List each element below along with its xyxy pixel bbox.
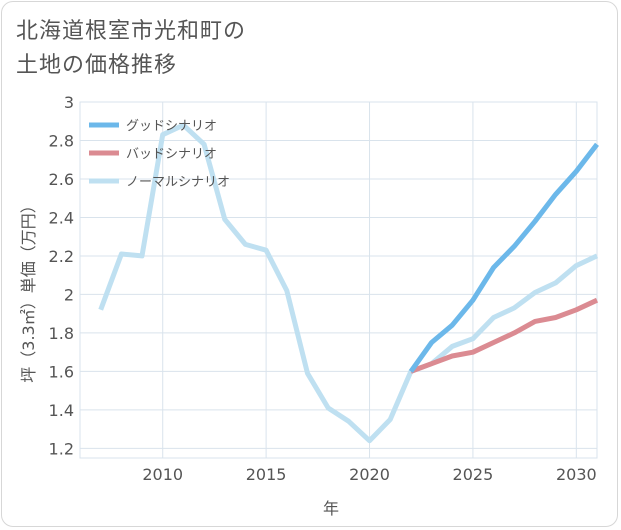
x-tick-label: 2010 xyxy=(142,465,183,484)
series-line-2 xyxy=(98,122,599,444)
legend-label: グッドシナリオ xyxy=(126,119,217,134)
x-tick-label: 2030 xyxy=(556,465,597,484)
plot-area-frame xyxy=(79,101,598,459)
x-tick-label: 2020 xyxy=(349,465,390,484)
y-tick-label: 2.2 xyxy=(49,247,74,266)
series-lines xyxy=(98,122,599,444)
chart-title: 北海道根室市光和町の 土地の価格推移 xyxy=(16,15,246,83)
series-line-1 xyxy=(410,297,599,374)
y-tick-label: 2 xyxy=(64,285,74,304)
y-axis-label: 坪（3.3㎡）単価（万円） xyxy=(19,197,38,382)
x-tick-label: 2025 xyxy=(453,465,494,484)
y-tick-label: 1.4 xyxy=(49,401,74,420)
chart-title-line-2: 土地の価格推移 xyxy=(16,53,178,78)
x-tick-label: 2015 xyxy=(246,465,287,484)
x-tick-labels: 2010 2015 2020 2025 2030 xyxy=(142,465,596,484)
y-tick-label: 1.6 xyxy=(49,362,74,381)
y-tick-label: 1.2 xyxy=(49,439,74,458)
x-axis-label: 年 xyxy=(323,499,339,518)
grid-lines xyxy=(80,101,597,458)
series-line-0 xyxy=(408,142,599,373)
legend-label: ノーマルシナリオ xyxy=(126,175,230,190)
y-tick-label: 2.8 xyxy=(49,131,74,150)
chart-title-line-1: 北海道根室市光和町の xyxy=(16,19,247,44)
y-tick-label: 1.8 xyxy=(49,324,74,343)
legend-label: バッドシナリオ xyxy=(126,147,217,162)
y-tick-label: 3 xyxy=(64,93,74,112)
y-tick-label: 2.6 xyxy=(49,170,74,189)
y-tick-labels: 1.2 1.4 1.6 1.8 2 2.2 2.4 2.6 2.8 3 xyxy=(49,93,74,458)
y-tick-label: 2.4 xyxy=(49,208,74,227)
